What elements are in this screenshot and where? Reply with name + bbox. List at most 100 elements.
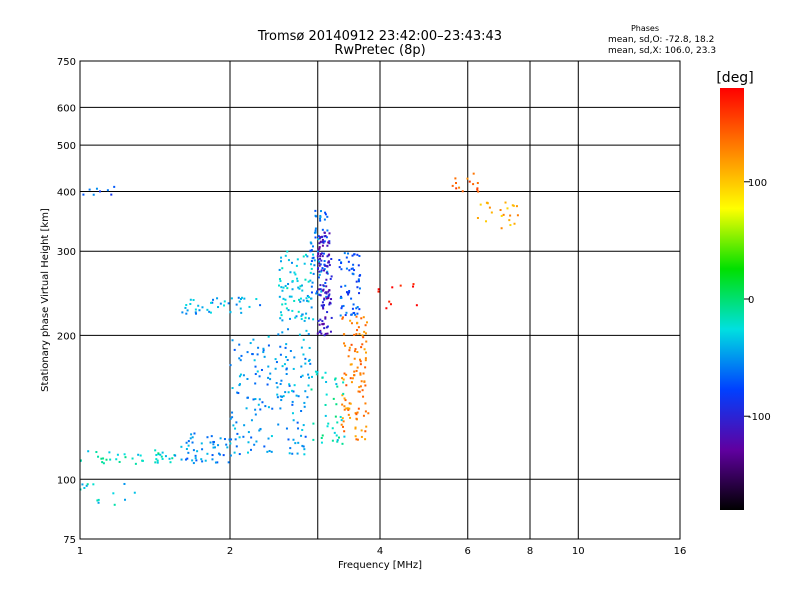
data-point [343,408,346,411]
data-point [324,332,327,335]
data-point [267,376,270,379]
data-point [302,255,305,258]
data-point [362,395,365,398]
data-point [240,311,243,314]
data-point [353,357,356,360]
data-point [323,327,326,330]
data-point [339,297,342,300]
data-point [314,229,317,232]
data-point [348,289,351,292]
data-point [180,458,183,461]
data-point [351,267,354,270]
data-point [319,210,322,213]
data-point [134,462,137,465]
data-point [312,422,315,425]
data-point [476,187,479,190]
data-point [307,280,310,283]
data-point [282,395,285,398]
data-point [266,383,269,386]
data-point [254,408,257,411]
x-tick-label: 4 [377,546,383,557]
data-point [316,290,319,293]
data-point [304,316,307,319]
data-point [326,229,329,232]
data-point [284,346,287,349]
data-point [340,295,343,298]
data-point [266,450,269,453]
data-point [326,311,329,314]
data-point [347,408,350,411]
data-point [239,297,242,300]
data-point [355,369,358,372]
data-point [309,362,312,365]
data-point [355,413,358,416]
data-point [486,201,489,204]
data-point [276,386,279,389]
data-point [367,412,370,415]
data-point [311,245,314,248]
data-point [344,399,347,402]
data-point [137,453,140,456]
data-point [353,253,356,256]
data-point [335,434,338,437]
data-point [279,311,282,314]
data-point [191,441,194,444]
data-point [124,456,127,459]
data-point [279,407,282,410]
data-point [192,299,195,302]
data-point [319,318,322,321]
data-point [477,190,480,193]
data-point [341,317,344,320]
data-point [303,405,306,408]
data-point [260,368,263,371]
data-point [316,332,319,335]
data-point [255,298,258,301]
data-point [217,452,220,455]
data-point [321,301,324,304]
data-point [228,438,231,441]
data-point [232,424,235,427]
data-point [292,438,295,441]
data-point [238,375,241,378]
data-point [284,391,287,394]
data-points [79,172,519,506]
data-point [331,427,334,430]
data-point [255,440,258,443]
data-point [304,362,307,365]
data-point [301,428,304,431]
data-point [110,193,113,196]
data-point [81,483,84,486]
data-point [354,412,357,415]
data-point [281,289,284,292]
data-point [354,426,357,429]
data-point [319,240,322,243]
data-point [304,278,307,281]
data-point [364,351,367,354]
data-point [348,346,351,349]
data-point [340,307,343,310]
data-point [357,264,360,267]
data-point [342,381,345,384]
data-point [312,272,315,275]
data-point [329,277,332,280]
data-point [344,284,347,287]
data-point [156,459,159,462]
data-point [291,280,294,283]
data-point [197,304,200,307]
data-point [342,425,345,428]
data-point [234,438,237,441]
data-point [324,281,327,284]
data-point [154,461,157,464]
data-point [291,452,294,455]
x-tick-label: 2 [227,546,233,557]
data-point [211,454,214,457]
data-point [355,417,358,420]
data-point [318,293,321,296]
data-point [253,443,256,446]
data-point [314,209,317,212]
data-point [362,336,365,339]
data-point [193,432,196,435]
data-point [325,326,328,329]
data-point [350,343,353,346]
data-point [297,310,300,313]
